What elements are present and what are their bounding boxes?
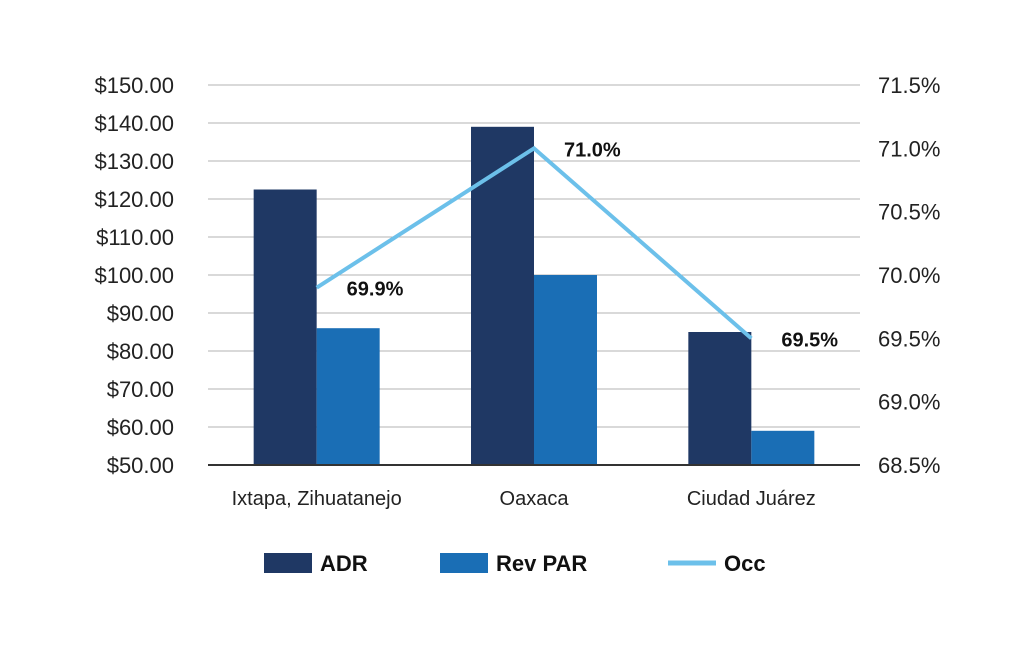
labels: 69.9% 71.0% 69.5% (347, 139, 839, 351)
category-label: Ciudad Juárez (687, 488, 816, 510)
bar-adr (471, 126, 534, 466)
right-axis-tick-label: 70.0% (878, 263, 940, 288)
left-axis-tick-label: $80.00 (107, 339, 174, 364)
bar-adr (688, 332, 752, 465)
legend-label: Occ (724, 551, 766, 576)
right-axis-tick-label: 71.5% (878, 73, 940, 98)
bar-rev-par (751, 430, 815, 465)
bar-rev-par (534, 275, 597, 465)
right-axis-tick-label: 69.5% (878, 326, 940, 351)
left-axis-tick-label: $140.00 (94, 111, 174, 136)
bar-adr (253, 189, 317, 465)
legend-label: ADR (320, 551, 368, 576)
occupancy-line (315, 145, 753, 340)
left-axis-tick-label: $50.00 (107, 453, 174, 478)
left-axis-tick-label: $150.00 (94, 73, 174, 98)
left-axis-tick-label: $60.00 (107, 415, 174, 440)
right-axis-tick-label: 70.5% (878, 200, 940, 225)
legend-swatch-rev-par (440, 553, 488, 573)
right-axis-tick-label: 69.0% (878, 390, 940, 415)
left-axis-tick-label: $70.00 (107, 377, 174, 402)
legend-label: Rev PAR (496, 551, 587, 576)
right-axis-tick-label: 71.0% (878, 136, 940, 161)
occ-data-label: 69.5% (781, 329, 838, 351)
left-axis-tick-label: $110.00 (96, 225, 174, 250)
category-label: Ixtapa, Zihuatanejo (232, 488, 402, 510)
legend-swatch-adr (264, 553, 312, 573)
legend: ADR Rev PAR Occ (264, 551, 766, 576)
left-axis-tick-label: $100.00 (94, 263, 174, 288)
occ-data-label: 69.9% (347, 279, 404, 301)
category-label: Oaxaca (500, 488, 570, 510)
bars (253, 126, 815, 466)
occ-data-label: 71.0% (564, 139, 621, 161)
left-axis-tick-label: $90.00 (107, 301, 174, 326)
axes: $150.00 $140.00 $130.00 $120.00 $110.00 $100.… (94, 73, 940, 510)
left-axis-tick-label: $120.00 (94, 187, 174, 212)
left-axis-tick-label: $130.00 (94, 149, 174, 174)
bar-rev-par (316, 328, 380, 465)
right-axis-tick-label: 68.5% (878, 453, 940, 478)
